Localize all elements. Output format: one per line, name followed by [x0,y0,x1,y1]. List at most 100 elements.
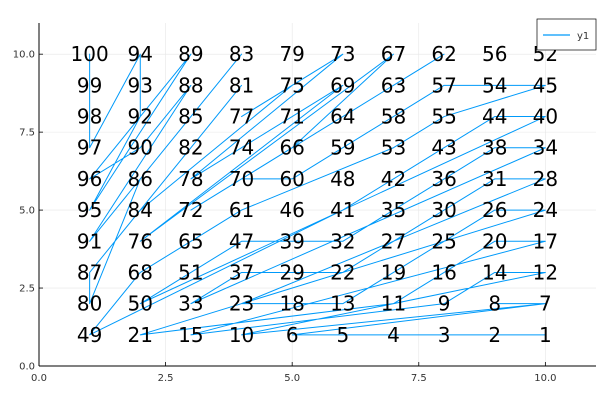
point-label-62: 62 [431,42,456,66]
point-label-23: 23 [229,292,254,316]
point-label-14: 14 [482,260,507,284]
point-label-20: 20 [482,229,507,253]
point-label-38: 38 [482,136,507,160]
point-label-41: 41 [330,198,355,222]
point-label-26: 26 [482,198,507,222]
point-label-4: 4 [387,323,400,347]
point-label-10: 10 [229,323,254,347]
point-label-49: 49 [77,323,102,347]
point-label-93: 93 [128,73,153,97]
point-label-43: 43 [431,136,456,160]
point-label-77: 77 [229,105,254,129]
point-label-76: 76 [128,229,153,253]
point-label-96: 96 [77,167,102,191]
series-line-0 [89,53,546,336]
point-label-80: 80 [77,292,102,316]
point-label-70: 70 [229,167,254,191]
point-label-54: 54 [482,73,507,97]
point-label-61: 61 [229,198,254,222]
point-label-5: 5 [336,323,349,347]
point-label-88: 88 [178,73,203,97]
point-label-87: 87 [77,260,102,284]
point-label-13: 13 [330,292,355,316]
point-label-50: 50 [128,292,153,316]
point-label-64: 64 [330,105,355,129]
point-label-74: 74 [229,136,254,160]
point-label-32: 32 [330,229,355,253]
point-label-58: 58 [381,105,406,129]
point-label-82: 82 [178,136,203,160]
point-label-99: 99 [77,73,102,97]
point-label-72: 72 [178,198,203,222]
point-label-19: 19 [381,260,406,284]
x-tick-label-2: 5.0 [284,373,300,384]
point-label-30: 30 [431,198,456,222]
point-label-6: 6 [286,323,299,347]
point-label-97: 97 [77,136,102,160]
point-label-18: 18 [279,292,304,316]
point-label-46: 46 [279,198,304,222]
point-label-67: 67 [381,42,406,66]
point-label-3: 3 [438,323,451,347]
point-label-60: 60 [279,167,304,191]
point-label-92: 92 [128,105,153,129]
y-tick-label-4: 10.0 [13,50,35,61]
x-tick-label-1: 2.5 [158,373,174,384]
point-label-83: 83 [229,42,254,66]
point-label-40: 40 [533,105,558,129]
point-label-22: 22 [330,260,355,284]
point-label-33: 33 [178,292,203,316]
point-label-71: 71 [279,105,304,129]
point-label-44: 44 [482,105,507,129]
y-tick-label-0: 0.0 [19,362,35,373]
point-label-24: 24 [533,198,558,222]
x-tick-label-4: 10.0 [534,373,556,384]
point-label-59: 59 [330,136,355,160]
axes [38,23,596,367]
point-label-42: 42 [381,167,406,191]
x-tick-label-3: 7.5 [411,373,427,384]
point-label-95: 95 [77,198,102,222]
series-y1 [89,53,546,336]
point-label-45: 45 [533,73,558,97]
point-label-65: 65 [178,229,203,253]
point-label-11: 11 [381,292,406,316]
point-label-53: 53 [381,136,406,160]
point-label-94: 94 [128,42,153,66]
point-label-75: 75 [279,73,304,97]
tick-labels: 0.0 2.5 5.0 7.5 10.0 0.0 2.5 5.0 7.5 10.0 [13,50,557,384]
point-label-36: 36 [431,167,456,191]
point-label-55: 55 [431,105,456,129]
point-label-8: 8 [488,292,501,316]
point-label-90: 90 [128,136,153,160]
point-label-47: 47 [229,229,254,253]
point-label-12: 12 [533,260,558,284]
x-tick-label-0: 0.0 [31,373,47,384]
point-label-57: 57 [431,73,456,97]
point-label-31: 31 [482,167,507,191]
point-label-89: 89 [178,42,203,66]
legend: y1 [536,18,597,51]
point-label-34: 34 [533,136,558,160]
point-label-9: 9 [438,292,451,316]
point-label-73: 73 [330,42,355,66]
point-label-86: 86 [128,167,153,191]
point-label-7: 7 [539,292,552,316]
point-label-79: 79 [279,42,304,66]
point-label-91: 91 [77,229,102,253]
point-label-37: 37 [229,260,254,284]
point-label-81: 81 [229,73,254,97]
point-label-29: 29 [279,260,304,284]
point-label-2: 2 [488,323,501,347]
point-label-63: 63 [381,73,406,97]
point-label-66: 66 [279,136,304,160]
point-label-21: 21 [128,323,153,347]
legend-entry-y1: y1 [577,31,589,42]
point-label-1: 1 [539,323,552,347]
point-label-28: 28 [533,167,558,191]
point-label-27: 27 [381,229,406,253]
point-label-35: 35 [381,198,406,222]
